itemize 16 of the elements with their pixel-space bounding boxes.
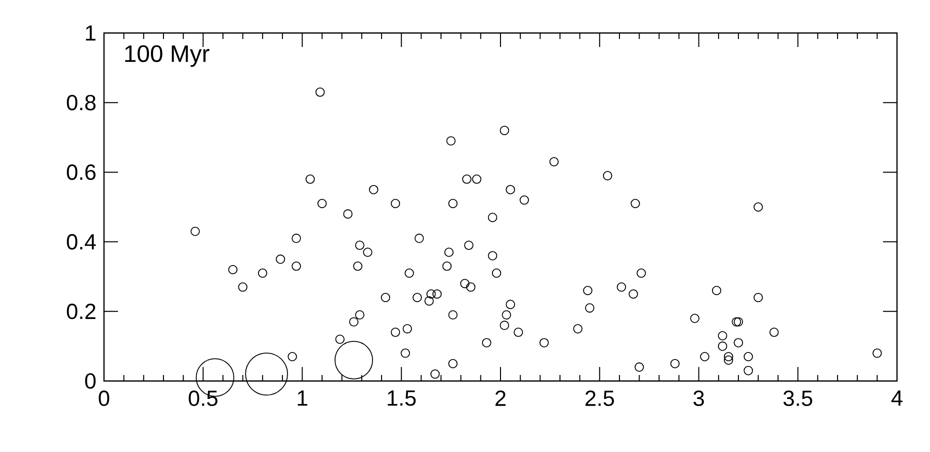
x-tick-label: 3 bbox=[693, 390, 704, 406]
x-tick-label: 3.5 bbox=[783, 390, 812, 406]
x-tick-label: 2.5 bbox=[586, 390, 614, 406]
y-tick-label: 0 bbox=[85, 373, 96, 389]
y-tick-label: 0.2 bbox=[66, 304, 96, 320]
x-tick-label: 4 bbox=[891, 390, 902, 406]
annotation: 100 Myr bbox=[125, 45, 210, 67]
x-tick-label: 0 bbox=[98, 390, 110, 406]
x-tick-label: 2 bbox=[496, 390, 506, 406]
x-tick-label: 1.5 bbox=[388, 390, 416, 406]
y-tick-label: 0.4 bbox=[66, 234, 96, 250]
y-tick-label: 1 bbox=[86, 25, 96, 41]
y-tick-label: 0.6 bbox=[66, 164, 96, 180]
x-tick-label: 0.5 bbox=[188, 390, 218, 406]
x-tick-label: 1 bbox=[298, 390, 308, 406]
y-tick-label: 0.8 bbox=[66, 94, 96, 110]
